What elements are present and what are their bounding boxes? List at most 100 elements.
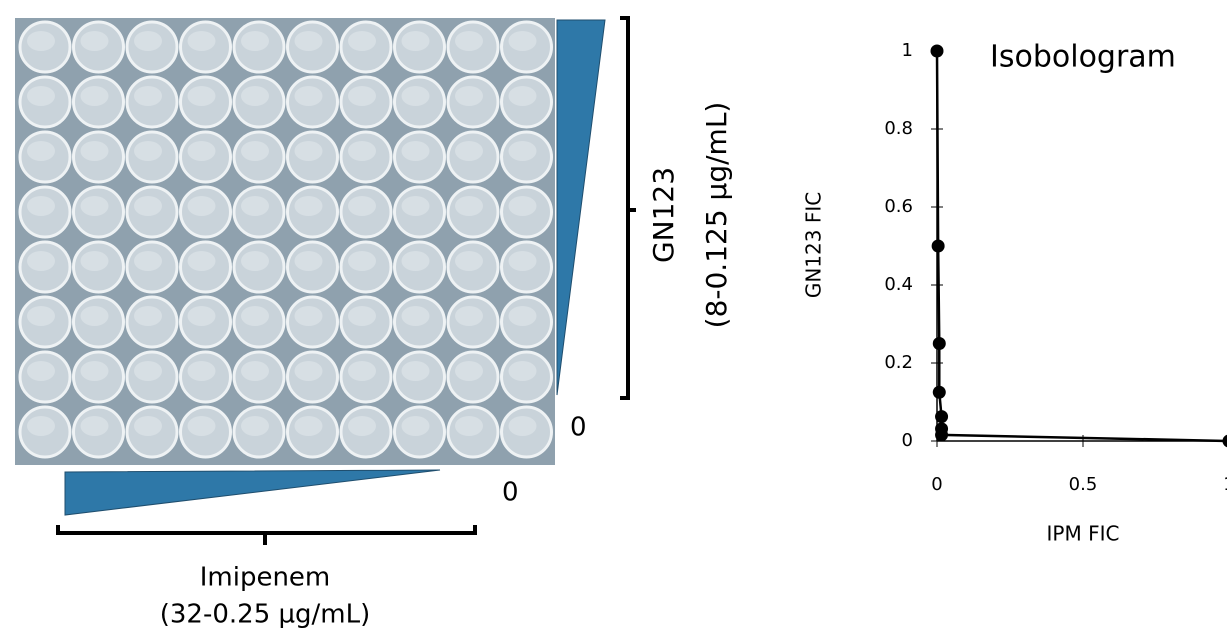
well-shine — [348, 141, 376, 161]
well-shine — [188, 196, 216, 216]
well-shine — [348, 196, 376, 216]
well-shine — [81, 251, 109, 271]
x-tick-label: 0 — [931, 474, 942, 495]
series-line — [937, 51, 1227, 441]
col-range: (32-0.25 µg/mL) — [160, 600, 371, 630]
well-shine — [81, 31, 109, 51]
well-shine — [455, 416, 483, 436]
data-point — [935, 410, 948, 423]
well-shine — [348, 416, 376, 436]
well-shine — [241, 306, 269, 326]
well-shine — [27, 361, 55, 381]
well-shine — [402, 306, 430, 326]
well-shine — [241, 251, 269, 271]
well-shine — [188, 251, 216, 271]
x-tick-label: 0.5 — [1069, 474, 1098, 495]
well-shine — [295, 306, 323, 326]
well-shine — [241, 196, 269, 216]
well-shine — [402, 251, 430, 271]
data-point — [933, 337, 946, 350]
well-shine — [509, 31, 537, 51]
well-shine — [134, 361, 162, 381]
well-shine — [27, 306, 55, 326]
well-shine — [509, 361, 537, 381]
row-bracket — [620, 18, 636, 398]
well-shine — [134, 196, 162, 216]
well-shine — [402, 86, 430, 106]
well-shine — [402, 196, 430, 216]
y-tick-label: 0.8 — [884, 118, 913, 139]
well-shine — [455, 306, 483, 326]
well-shine — [241, 31, 269, 51]
well-shine — [27, 416, 55, 436]
y-tick-label: 0.4 — [884, 274, 913, 295]
y-tick-label: 0.2 — [884, 352, 913, 373]
well-shine — [295, 416, 323, 436]
well-shine — [188, 306, 216, 326]
figure: 0 0 GN123 (8-0.125 µg/mL) Imipenem (32-0… — [0, 0, 1227, 635]
well-shine — [188, 141, 216, 161]
well-shine — [509, 86, 537, 106]
well-shine — [134, 416, 162, 436]
well-shine — [509, 306, 537, 326]
well-shine — [134, 141, 162, 161]
well-shine — [188, 416, 216, 436]
col-gradient — [65, 470, 440, 515]
data-point — [935, 428, 948, 441]
well-shine — [455, 251, 483, 271]
well-shine — [27, 141, 55, 161]
well-shine — [509, 416, 537, 436]
well-shine — [188, 86, 216, 106]
col-bracket — [58, 525, 475, 545]
well-shine — [81, 86, 109, 106]
row-gradient — [557, 20, 605, 395]
well-shine — [348, 361, 376, 381]
y-tick-label: 0 — [902, 430, 913, 451]
well-shine — [295, 196, 323, 216]
well-shine — [295, 141, 323, 161]
data-point — [1223, 435, 1227, 448]
data-point — [932, 240, 945, 253]
col-zero: 0 — [502, 478, 519, 508]
well-shine — [241, 141, 269, 161]
well-shine — [295, 31, 323, 51]
well-shine — [348, 86, 376, 106]
x-axis-label: IPM FIC — [1047, 522, 1120, 546]
well-shine — [81, 416, 109, 436]
well-shine — [509, 251, 537, 271]
well-shine — [27, 196, 55, 216]
well-shine — [27, 31, 55, 51]
well-shine — [134, 306, 162, 326]
well-shine — [509, 196, 537, 216]
well-shine — [134, 251, 162, 271]
well-shine — [81, 361, 109, 381]
well-shine — [134, 86, 162, 106]
well-shine — [348, 251, 376, 271]
row-zero: 0 — [570, 413, 587, 443]
well-shine — [295, 251, 323, 271]
well-shine — [455, 361, 483, 381]
y-tick-label: 0.6 — [884, 196, 913, 217]
well-shine — [348, 306, 376, 326]
well-shine — [509, 141, 537, 161]
well-shine — [241, 361, 269, 381]
well-shine — [455, 196, 483, 216]
well-shine — [402, 31, 430, 51]
well-shine — [241, 416, 269, 436]
well-shine — [348, 31, 376, 51]
well-shine — [134, 31, 162, 51]
y-tick-label: 1 — [902, 40, 913, 61]
x-tick-label: 1 — [1223, 474, 1227, 495]
well-shine — [27, 86, 55, 106]
row-range: (8-0.125 µg/mL) — [700, 102, 733, 329]
well-shine — [295, 361, 323, 381]
row-label: GN123 — [647, 167, 680, 263]
y-axis-label: GN123 FIC — [802, 192, 826, 298]
well-shine — [455, 86, 483, 106]
well-shine — [81, 196, 109, 216]
well-shine — [81, 306, 109, 326]
page: 0 0 GN123 (8-0.125 µg/mL) Imipenem (32-0… — [0, 0, 1227, 635]
well-shine — [295, 86, 323, 106]
well-shine — [402, 416, 430, 436]
col-label: Imipenem — [200, 563, 331, 593]
